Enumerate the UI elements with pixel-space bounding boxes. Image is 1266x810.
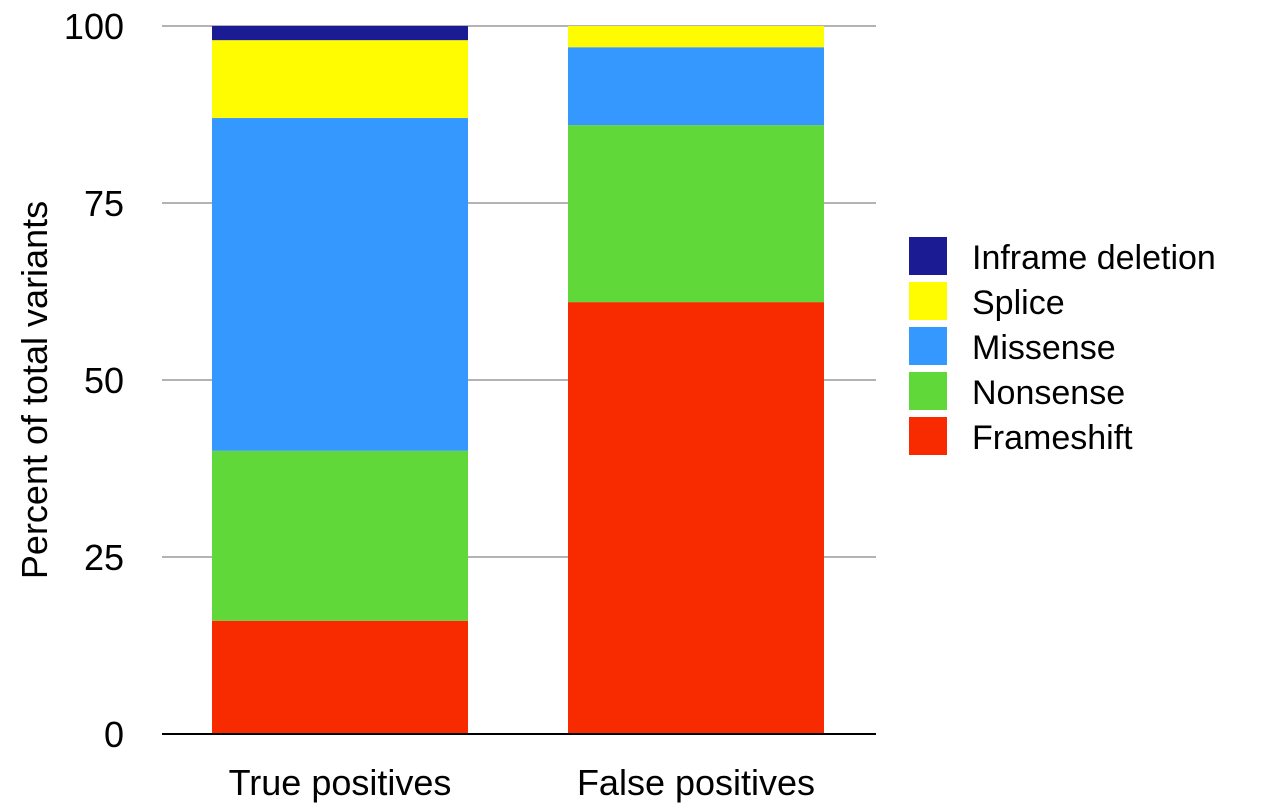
- x-tick-label: False positives: [577, 762, 815, 803]
- legend-swatch-frameshift: [909, 417, 947, 455]
- y-tick-label: 50: [84, 360, 124, 401]
- legend-label-splice: Splice: [972, 284, 1065, 322]
- bar-segment-nonsense-false-positives: [568, 125, 824, 303]
- bar-segment-missense-true-positives: [212, 118, 468, 451]
- legend-label-missense: Missense: [972, 329, 1116, 367]
- legend-label-frameshift: Frameshift: [972, 419, 1133, 457]
- bar-segment-nonsense-true-positives: [212, 450, 468, 621]
- legend-swatch-nonsense: [909, 372, 947, 410]
- legend: Inframe deletion Splice Missense Nonsense Fr…: [909, 237, 1216, 457]
- legend-swatch-inframe-deletion: [909, 237, 947, 275]
- legend-label-inframe-deletion: Inframe deletion: [972, 239, 1216, 277]
- bar-segment-splice-true-positives: [212, 40, 468, 119]
- bar-segment-splice-false-positives: [568, 26, 824, 48]
- legend-label-nonsense: Nonsense: [972, 374, 1125, 412]
- bar-segment-missense-false-positives: [568, 47, 824, 126]
- legend-swatch-missense: [909, 327, 947, 365]
- y-tick-label: 0: [104, 714, 124, 755]
- axes: 0 25 50 75 100 True positives False positives: [64, 6, 876, 803]
- y-tick-label: 100: [64, 6, 124, 47]
- x-tick-label: True positives: [229, 762, 452, 803]
- bar-segment-frameshift-true-positives: [212, 620, 468, 734]
- y-tick-label: 75: [84, 183, 124, 224]
- y-axis-title: Percent of total variants: [14, 201, 55, 579]
- legend-swatch-splice: [909, 282, 947, 320]
- bars: [212, 26, 824, 734]
- bar-segment-inframe-deletion-true-positives: [212, 26, 468, 41]
- bar-segment-frameshift-false-positives: [568, 302, 824, 734]
- y-tick-label: 25: [84, 537, 124, 578]
